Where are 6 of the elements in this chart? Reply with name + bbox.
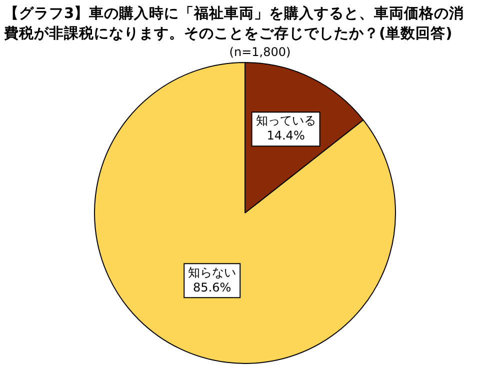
data-label: 85.6% [193,280,232,294]
slice-label: 知っている [256,114,316,128]
chart-title: 【グラフ3】車の購入時に「福祉車両」を購入すると、車両価格の消費税が非課税になります。そのことをご存じでしたか？(単数回答) [3,4,466,44]
chart-subtitle: (n=1,800) [228,44,292,60]
slice-label: 知らない [188,265,236,280]
data-label: 14.4% [266,128,305,143]
